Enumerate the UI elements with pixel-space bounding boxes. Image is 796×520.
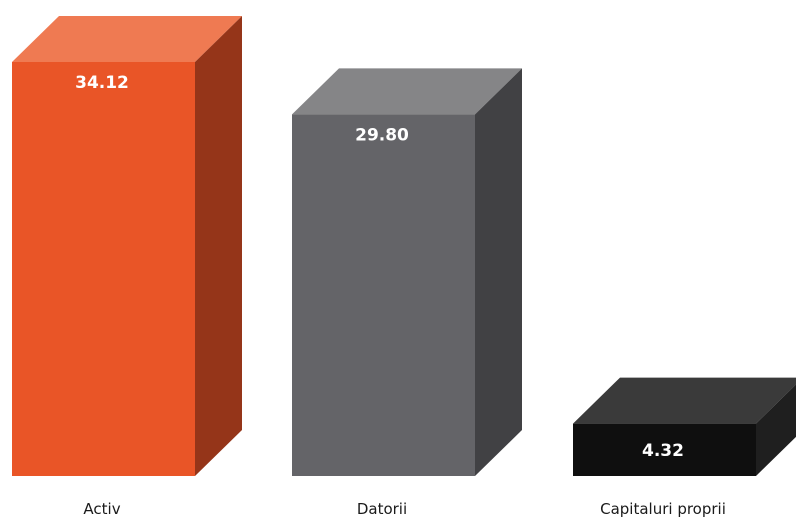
category-label-capitaluri-proprii: Capitaluri proprii xyxy=(600,500,726,518)
value-label-datorii: 29.80 xyxy=(355,125,409,145)
bar-capitaluri-proprii xyxy=(573,377,796,476)
bar-activ xyxy=(12,16,242,476)
value-label-activ: 34.12 xyxy=(75,73,129,93)
bar-side-activ xyxy=(195,16,242,476)
bar-front-datorii xyxy=(292,114,475,476)
bars-group xyxy=(12,16,796,476)
bar-front-capitaluri-proprii xyxy=(573,423,756,476)
category-label-activ: Activ xyxy=(83,500,120,518)
bar-side-datorii xyxy=(475,68,522,476)
bar-side-capitaluri-proprii xyxy=(756,384,796,476)
bar-top-datorii xyxy=(292,68,522,115)
bar-datorii xyxy=(292,68,522,476)
value-label-capitaluri-proprii: 4.32 xyxy=(642,441,684,461)
bar-top-capitaluri-proprii xyxy=(573,377,796,424)
category-label-datorii: Datorii xyxy=(357,500,407,518)
bar-top-activ xyxy=(12,16,242,62)
bar-front-activ xyxy=(12,62,195,476)
category-labels-group: Activ Datorii Capitaluri proprii xyxy=(83,500,725,518)
value-labels-group: 34.12 29.80 4.32 xyxy=(75,73,684,461)
